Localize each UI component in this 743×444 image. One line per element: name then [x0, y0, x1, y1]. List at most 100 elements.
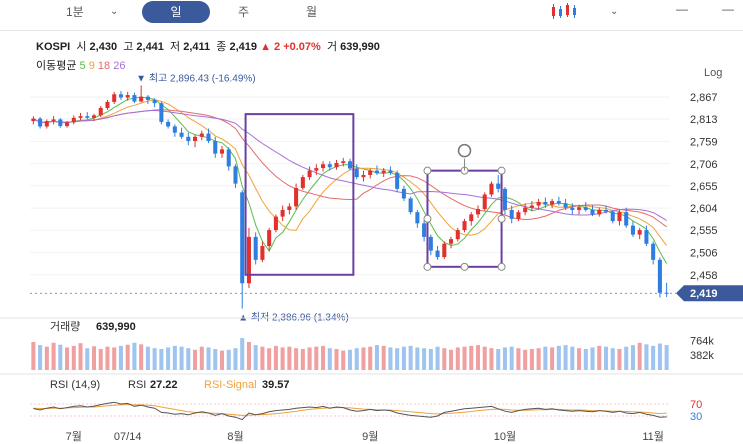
candle-body — [78, 116, 83, 118]
candle-body — [267, 230, 272, 247]
candle-body — [529, 205, 534, 208]
volume-bar — [38, 345, 43, 370]
low-label: 저 — [170, 41, 181, 53]
rsi-signal-value: 39.57 — [262, 379, 290, 391]
volume-bar — [374, 345, 379, 370]
chevron-down-icon[interactable]: ⌄ — [110, 6, 119, 17]
candle-body — [577, 207, 582, 210]
volume-bar — [428, 349, 433, 370]
volume-bar — [489, 348, 494, 370]
candle-body — [489, 183, 494, 195]
volume-bar — [630, 345, 635, 370]
candle-body — [388, 170, 393, 173]
rsi-value: 27.22 — [150, 379, 178, 391]
volume-bar — [105, 346, 110, 370]
interval-minute-button[interactable]: 1분 — [66, 5, 84, 19]
candle-body — [85, 116, 90, 118]
ma-9: 9 — [88, 60, 95, 72]
tab-day[interactable]: 일 — [142, 1, 210, 23]
volume-bar — [246, 342, 251, 370]
candle-body — [233, 166, 238, 184]
volume-bar — [152, 348, 157, 370]
line-tool-icon[interactable]: — — [676, 2, 688, 16]
change-value: 2 — [274, 41, 281, 53]
volume-bar — [502, 347, 507, 370]
volume-bar — [85, 348, 90, 370]
candle-body — [624, 212, 629, 226]
candle-body — [193, 136, 198, 141]
volume-bar — [294, 348, 299, 370]
y-tick-label: 2,458 — [690, 270, 718, 282]
candle-body — [125, 95, 130, 98]
volume-bar — [455, 347, 460, 370]
volume-bar — [442, 348, 447, 370]
volume-bar — [31, 342, 36, 370]
volume-bar — [469, 345, 474, 370]
volume-bar — [213, 349, 218, 370]
line-tool-icon[interactable]: — — [722, 2, 734, 16]
candle-body — [253, 236, 258, 260]
open-value: 2,430 — [89, 41, 118, 53]
y-tick-label: 2,655 — [690, 181, 718, 193]
y-tick-label: 2,867 — [690, 92, 718, 104]
volume-bar — [570, 346, 575, 370]
tab-week[interactable]: 주 — [238, 5, 250, 19]
candle-body — [44, 121, 49, 127]
rotate-icon — [457, 143, 472, 158]
volume-bar — [226, 349, 231, 370]
volume-bar — [58, 344, 63, 370]
current-price-label: 2,419 — [690, 288, 718, 300]
chevron-down-icon[interactable]: ⌄ — [610, 6, 619, 17]
divider — [0, 30, 743, 31]
candle-body — [435, 250, 440, 258]
volume-bar — [651, 345, 656, 370]
y-tick-label: 2,506 — [690, 247, 718, 259]
candle-body — [536, 201, 541, 206]
rsi-label: RSI (14,9) — [50, 379, 100, 391]
candle-body — [603, 209, 609, 212]
tab-month[interactable]: 월 — [306, 5, 318, 19]
volume-label: 거래량 — [50, 320, 80, 333]
volume-bar — [314, 346, 319, 370]
candle-body — [314, 168, 319, 171]
volume-bar — [610, 348, 615, 370]
volume-bar — [233, 348, 238, 370]
volume-bar — [657, 343, 662, 370]
volume-bar — [509, 346, 514, 370]
candle-body — [428, 236, 433, 251]
volume-value: 639,990 — [96, 321, 136, 333]
y-tick-label: 2,604 — [690, 203, 718, 215]
volume-bar — [603, 346, 609, 370]
candle-body — [321, 164, 326, 169]
volume-bar — [193, 349, 198, 370]
volume-bar — [186, 348, 191, 370]
candle-body — [637, 230, 642, 235]
resize-handle — [423, 166, 432, 175]
candle-body — [145, 96, 150, 100]
volume-bar — [449, 349, 454, 370]
moving-average-line-9 — [33, 99, 668, 246]
candle-body — [139, 96, 144, 102]
candle-body — [240, 192, 245, 284]
volume-tick-label: 382k — [690, 350, 714, 362]
candle-type-icon[interactable] — [548, 2, 588, 22]
y-tick-label: 2,759 — [690, 136, 718, 148]
candle-body — [617, 212, 622, 222]
candle-body — [381, 170, 386, 174]
volume-bar — [267, 348, 272, 370]
volume-bar — [516, 348, 521, 370]
volume-bar — [199, 346, 204, 370]
resize-handle — [497, 214, 506, 223]
volume-bar — [624, 346, 629, 370]
volume-bar — [347, 349, 353, 370]
candle-body — [408, 198, 413, 213]
candle-body — [475, 209, 481, 215]
change-arrow: ▲ — [260, 41, 271, 53]
volume-bar — [577, 348, 582, 370]
candle-body — [112, 94, 117, 102]
volume-bar — [159, 349, 164, 370]
volume-bar — [172, 345, 177, 370]
candle-body — [374, 170, 379, 174]
candle-body — [307, 170, 312, 178]
